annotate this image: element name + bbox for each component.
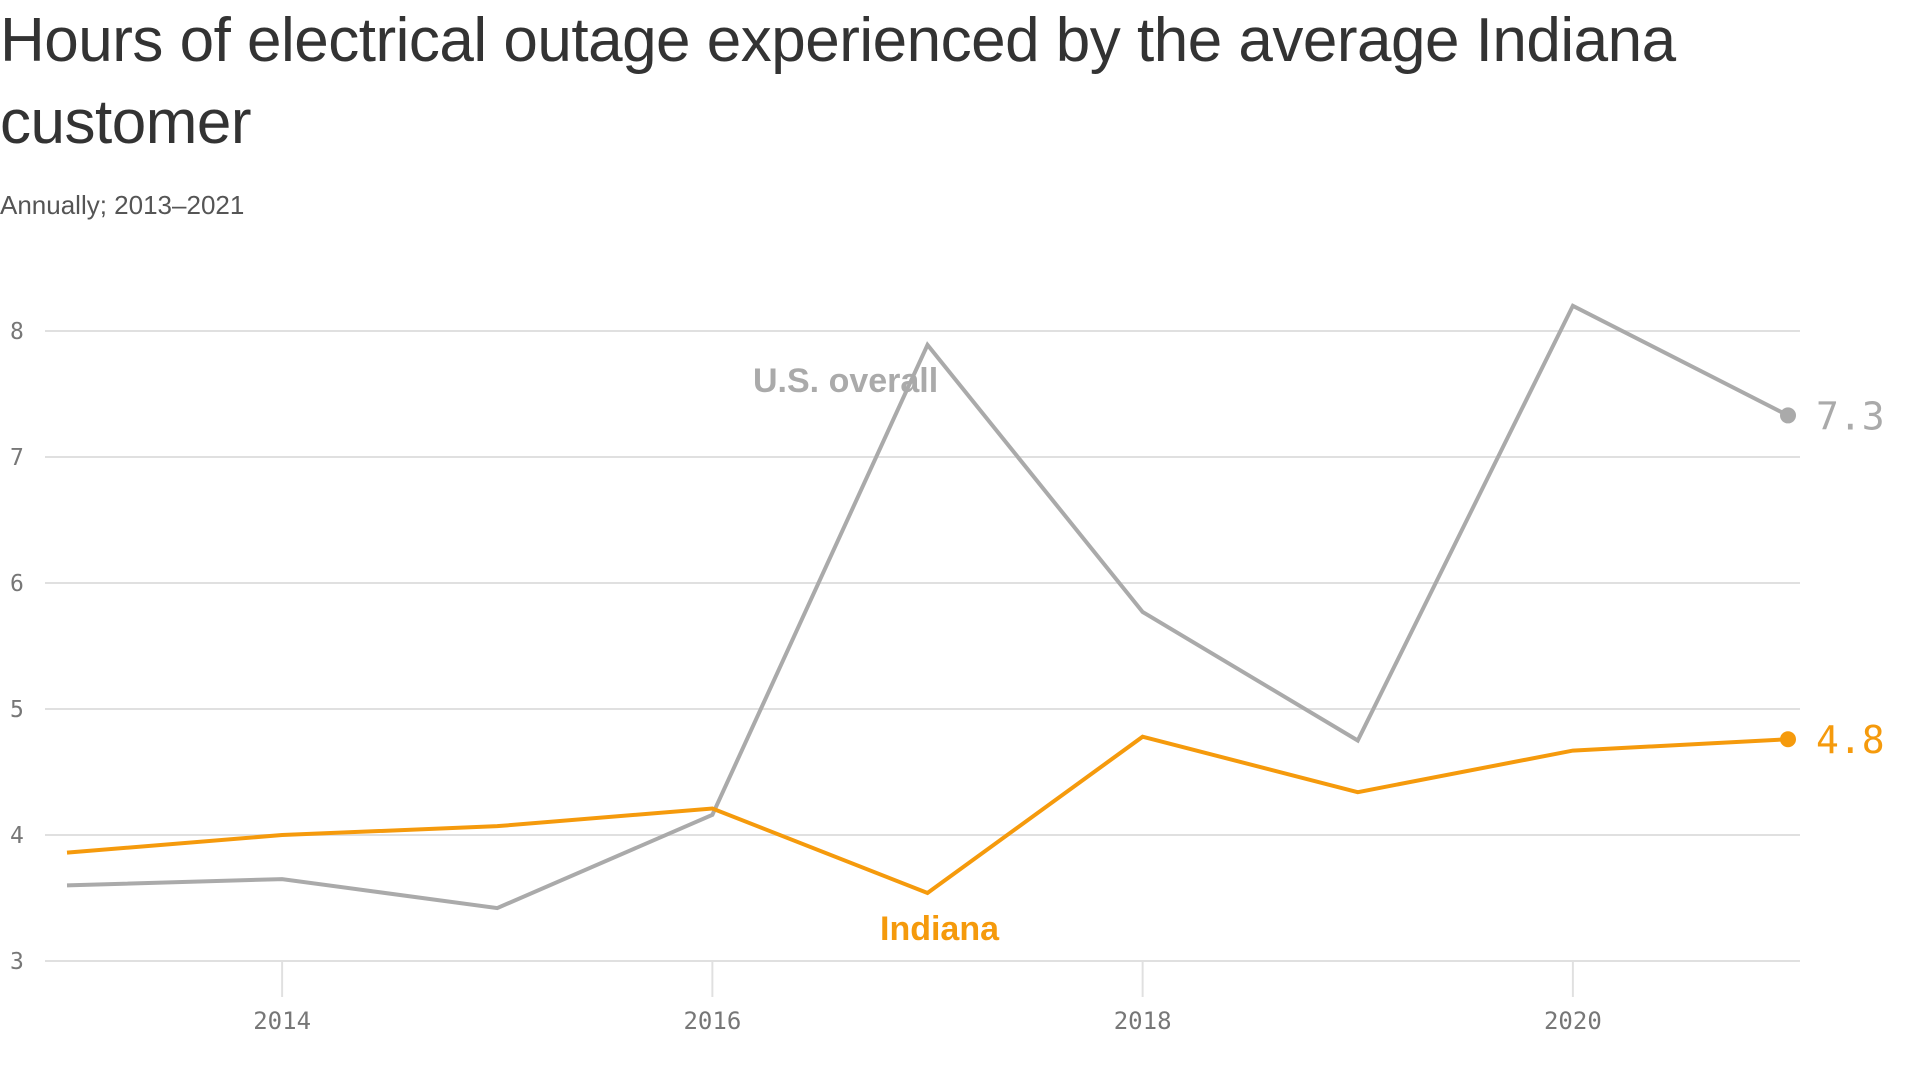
y-axis-ticks: 3 4 5 6 7 8 [10, 319, 24, 975]
series-line-us-overall [66, 303, 1789, 911]
y-tick-label: 5 [10, 697, 24, 723]
x-tick-label: 2014 [253, 1007, 311, 1035]
x-tick-label: 2020 [1544, 1007, 1602, 1035]
y-tick-label: 4 [10, 823, 24, 849]
y-tick-label: 8 [10, 319, 24, 345]
y-tick-label: 7 [10, 445, 24, 471]
chart-title: Hours of electrical outage experienced b… [0, 6, 1676, 157]
x-axis-ticks: 2014 2016 2018 2020 [253, 961, 1602, 1035]
end-point-indiana [1780, 731, 1796, 748]
end-value-label-indiana: 4.8 [1816, 718, 1885, 762]
chart-subtitle: Annually; 2013–2021 [0, 190, 245, 220]
y-tick-label: 3 [10, 949, 24, 975]
x-tick-label: 2018 [1114, 1007, 1172, 1035]
series-lines [66, 303, 1796, 911]
y-tick-label: 6 [10, 571, 24, 597]
series-label-indiana: Indiana [880, 910, 1000, 948]
x-tick-label: 2016 [683, 1007, 741, 1035]
series-line-indiana [66, 734, 1789, 896]
gridlines [45, 330, 1800, 962]
end-point-us-overall [1780, 407, 1796, 424]
series-label-us-overall: U.S. overall [753, 362, 938, 400]
series-labels: 7.3 4.8 U.S. overall Indiana [753, 362, 1885, 948]
end-value-label-us-overall: 7.3 [1816, 394, 1885, 438]
